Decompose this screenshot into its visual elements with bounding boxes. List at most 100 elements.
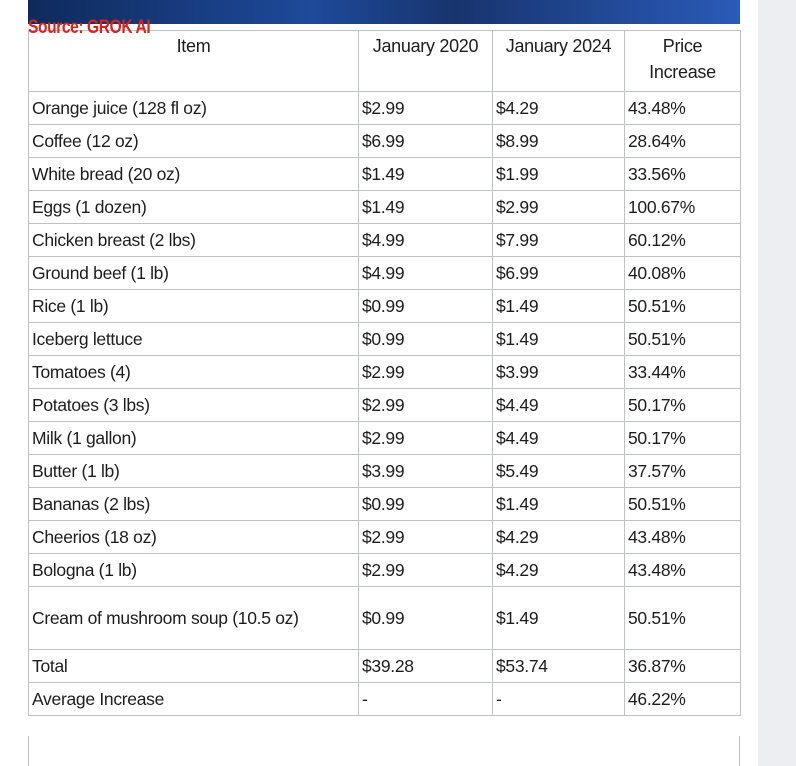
source-label: Source: GROK AI	[28, 17, 151, 38]
value-cell: $0.99	[358, 586, 493, 650]
value-cell: -	[358, 682, 493, 716]
value-cell: $0.99	[358, 289, 493, 323]
header-cell: Item	[28, 30, 359, 92]
table-row: Chicken breast (2 lbs) $4.99 $7.99 60.12%	[28, 223, 741, 257]
value-cell: $0.99	[358, 487, 493, 521]
value-cell: $0.99	[358, 322, 493, 356]
value-cell: $39.28	[358, 649, 493, 683]
item-cell: Cheerios (18 oz)	[28, 520, 359, 554]
header-row: Item January 2020 January 2024 Price Increa…	[28, 30, 741, 92]
value-cell: $1.49	[492, 586, 625, 650]
value-cell: 50.51%	[624, 487, 741, 521]
value-cell: 43.48%	[624, 91, 741, 125]
table-row: Rice (1 lb) $0.99 $1.49 50.51%	[28, 289, 741, 323]
value-cell: $4.29	[492, 553, 625, 587]
value-cell: 33.44%	[624, 355, 741, 389]
value-cell: $2.99	[358, 91, 493, 125]
value-cell: 50.17%	[624, 388, 741, 422]
table-row: Bananas (2 lbs) $0.99 $1.49 50.51%	[28, 487, 741, 521]
value-cell: 33.56%	[624, 157, 741, 191]
table-row: Average Increase - -46.22%	[28, 682, 741, 716]
header-cell: January 2024	[492, 30, 625, 92]
value-cell: $2.99	[358, 553, 493, 587]
item-cell: Coffee (12 oz)	[28, 124, 359, 158]
item-cell: Average Increase	[28, 682, 359, 716]
value-cell: 50.17%	[624, 421, 741, 455]
value-cell: $6.99	[358, 124, 493, 158]
table-row: Ground beef (1 lb) $4.99 $6.99 40.08%	[28, 256, 741, 290]
value-cell: 50.51%	[624, 289, 741, 323]
table-row: Milk (1 gallon) $2.99 $4.49 50.17%	[28, 421, 741, 455]
price-table: Item January 2020 January 2024 Price Increa…	[28, 30, 741, 716]
item-cell: Cream of mushroom soup (10.5 oz)	[28, 586, 359, 650]
table-row: Coffee (12 oz) $6.99 $8.99 28.64%	[28, 124, 741, 158]
header-cell: Price Increase	[624, 30, 741, 92]
table-row: Total $39.28 $53.74 36.87%	[28, 649, 741, 683]
item-cell: Eggs (1 dozen)	[28, 190, 359, 224]
value-cell: $6.99	[492, 256, 625, 290]
value-cell: $1.49	[492, 322, 625, 356]
item-cell: White bread (20 oz)	[28, 157, 359, 191]
value-cell: $4.99	[358, 223, 493, 257]
table-row: Butter (1 lb) $3.99 $5.49 37.57%	[28, 454, 741, 488]
value-cell: $8.99	[492, 124, 625, 158]
value-cell: $1.49	[358, 157, 493, 191]
item-cell: Ground beef (1 lb)	[28, 256, 359, 290]
item-cell: Total	[28, 649, 359, 683]
header-cell: January 2020	[358, 30, 493, 92]
value-cell: $7.99	[492, 223, 625, 257]
value-cell: 43.48%	[624, 520, 741, 554]
value-cell: 100.67%	[624, 190, 741, 224]
item-cell: Milk (1 gallon)	[28, 421, 359, 455]
value-cell: $2.99	[492, 190, 625, 224]
item-cell: Butter (1 lb)	[28, 454, 359, 488]
banner-image	[28, 0, 740, 24]
value-cell: $1.49	[492, 289, 625, 323]
value-cell: $4.99	[358, 256, 493, 290]
value-cell: $2.99	[358, 355, 493, 389]
value-cell: $4.29	[492, 91, 625, 125]
value-cell: 28.64%	[624, 124, 741, 158]
table-row: Tomatoes (4) $2.99 $3.99 33.44%	[28, 355, 741, 389]
value-cell: 40.08%	[624, 256, 741, 290]
value-cell: $1.99	[492, 157, 625, 191]
value-cell: $4.29	[492, 520, 625, 554]
value-cell: $5.49	[492, 454, 625, 488]
item-cell: Tomatoes (4)	[28, 355, 359, 389]
value-cell: $2.99	[358, 388, 493, 422]
item-cell: Potatoes (3 lbs)	[28, 388, 359, 422]
table-body: Orange juice (128 fl oz) $2.99 $4.29 43.48%…	[28, 91, 741, 716]
value-cell: $1.49	[492, 487, 625, 521]
item-cell: Orange juice (128 fl oz)	[28, 91, 359, 125]
table-row: Cream of mushroom soup (10.5 oz) $0.99 $1.…	[28, 586, 741, 650]
table-row: Potatoes (3 lbs) $2.99 $4.49 50.17%	[28, 388, 741, 422]
table-row: Orange juice (128 fl oz) $2.99 $4.29 43.48%	[28, 91, 741, 125]
value-cell: $3.99	[358, 454, 493, 488]
table-row: Bologna (1 lb) $2.99 $4.29 43.48%	[28, 553, 741, 587]
value-cell: 37.57%	[624, 454, 741, 488]
table-row: Cheerios (18 oz) $2.99 $4.29 43.48%	[28, 520, 741, 554]
item-cell: Iceberg lettuce	[28, 322, 359, 356]
value-cell: $53.74	[492, 649, 625, 683]
side-panel	[758, 0, 796, 766]
item-cell: Bologna (1 lb)	[28, 553, 359, 587]
value-cell: 46.22%	[624, 682, 741, 716]
value-cell: $2.99	[358, 520, 493, 554]
table-row: Eggs (1 dozen) $1.49 $2.99 100.67%	[28, 190, 741, 224]
table-row: Iceberg lettuce $0.99 $1.49 50.51%	[28, 322, 741, 356]
item-cell: Chicken breast (2 lbs)	[28, 223, 359, 257]
table-bottom	[28, 736, 740, 766]
value-cell: $4.49	[492, 388, 625, 422]
value-cell: $1.49	[358, 190, 493, 224]
value-cell: -	[492, 682, 625, 716]
value-cell: $3.99	[492, 355, 625, 389]
item-cell: Bananas (2 lbs)	[28, 487, 359, 521]
value-cell: 36.87%	[624, 649, 741, 683]
value-cell: $4.49	[492, 421, 625, 455]
value-cell: 60.12%	[624, 223, 741, 257]
table-row: White bread (20 oz) $1.49 $1.99 33.56%	[28, 157, 741, 191]
value-cell: 50.51%	[624, 586, 741, 650]
value-cell: $2.99	[358, 421, 493, 455]
item-cell: Rice (1 lb)	[28, 289, 359, 323]
